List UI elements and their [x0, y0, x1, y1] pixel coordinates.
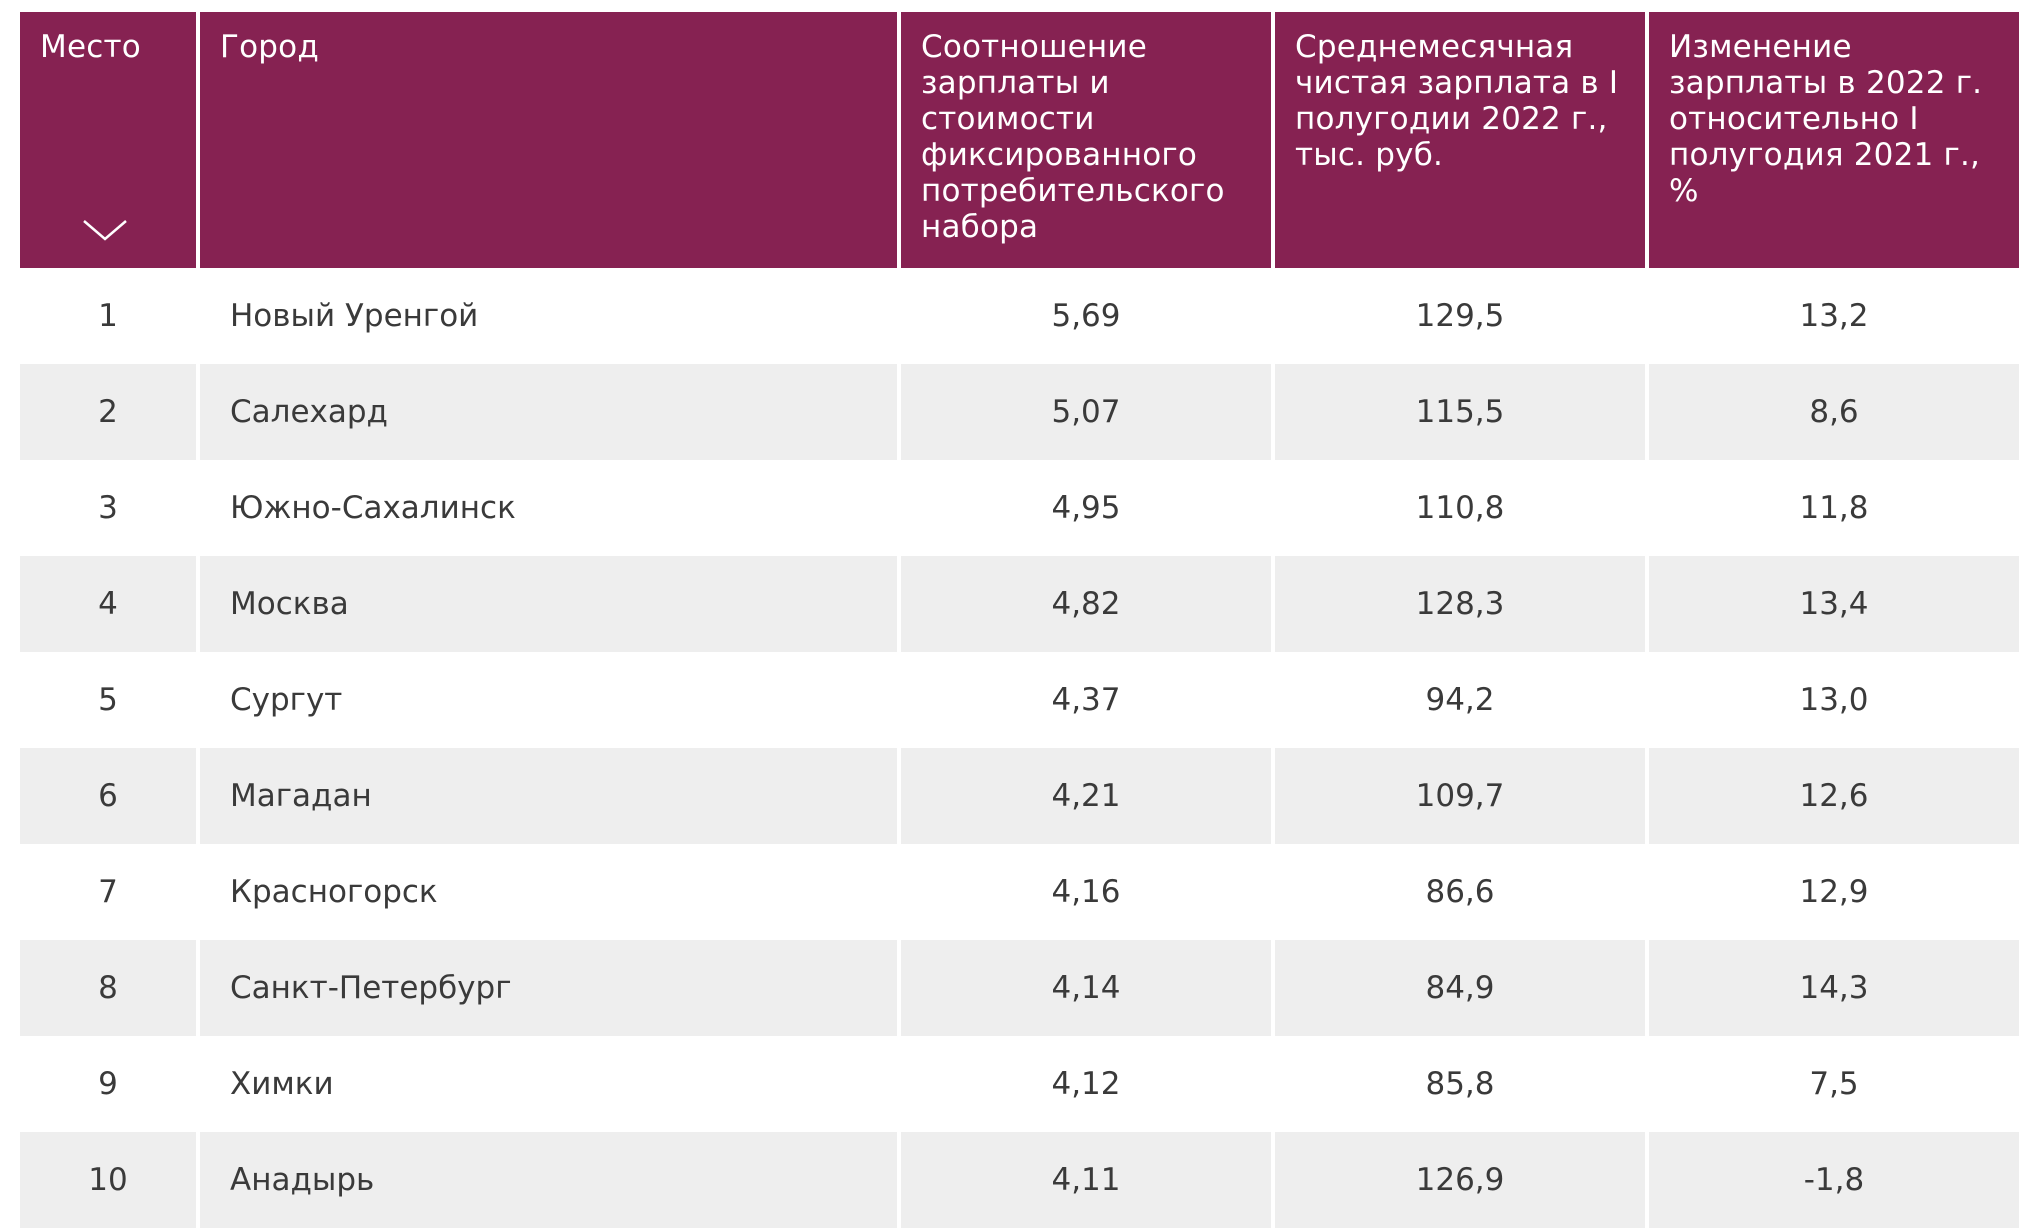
cell-change: 13,2 [1649, 268, 2019, 364]
cell-city: Химки [200, 1036, 897, 1132]
cell-ratio: 4,11 [901, 1132, 1271, 1228]
header-ratio: Соотношение зарплаты и стоимости фиксиро… [901, 12, 1271, 268]
cell-change: 13,4 [1649, 556, 2019, 652]
cell-place: 3 [20, 460, 196, 556]
cell-change: 14,3 [1649, 940, 2019, 1036]
table-row: 3 Южно-Сахалинск 4,95 110,8 11,8 [20, 460, 2019, 556]
header-city-label: Город [220, 29, 319, 65]
cell-city: Красногорск [200, 844, 897, 940]
cell-change: 8,6 [1649, 364, 2019, 460]
cell-salary: 109,7 [1275, 748, 1645, 844]
cell-city: Санкт-Петербург [200, 940, 897, 1036]
cell-place: 2 [20, 364, 196, 460]
header-change-label: Изменение зарплаты в 2022 г. относительн… [1669, 29, 1983, 209]
cell-ratio: 4,82 [901, 556, 1271, 652]
cell-change: 7,5 [1649, 1036, 2019, 1132]
cell-city: Анадырь [200, 1132, 897, 1228]
table-row: 10 Анадырь 4,11 126,9 -1,8 [20, 1132, 2019, 1228]
cell-change: 12,9 [1649, 844, 2019, 940]
cell-place: 1 [20, 268, 196, 364]
table-row: 2 Салехард 5,07 115,5 8,6 [20, 364, 2019, 460]
table-body: 1 Новый Уренгой 5,69 129,5 13,2 2 Салехард 5,07… [20, 268, 2019, 1228]
cell-change: 12,6 [1649, 748, 2019, 844]
cell-change: 11,8 [1649, 460, 2019, 556]
header-salary-label: Среднемесячная чистая зарплата в I полуг… [1295, 29, 1619, 173]
table-row: 1 Новый Уренгой 5,69 129,5 13,2 [20, 268, 2019, 364]
cell-salary: 86,6 [1275, 844, 1645, 940]
table-row: 6 Магадан 4,21 109,7 12,6 [20, 748, 2019, 844]
cell-salary: 110,8 [1275, 460, 1645, 556]
chevron-down-icon[interactable] [82, 218, 128, 242]
table-row: 8 Санкт-Петербург 4,14 84,9 14,3 [20, 940, 2019, 1036]
salary-ranking-table: Место Город Соотношение зарплаты и стоим… [16, 12, 2023, 1228]
header-salary: Среднемесячная чистая зарплата в I полуг… [1275, 12, 1645, 268]
cell-city: Москва [200, 556, 897, 652]
cell-place: 6 [20, 748, 196, 844]
cell-place: 5 [20, 652, 196, 748]
cell-ratio: 4,14 [901, 940, 1271, 1036]
cell-ratio: 4,21 [901, 748, 1271, 844]
cell-ratio: 4,12 [901, 1036, 1271, 1132]
cell-salary: 94,2 [1275, 652, 1645, 748]
header-row: Место Город Соотношение зарплаты и стоим… [20, 12, 2019, 268]
cell-ratio: 5,69 [901, 268, 1271, 364]
cell-salary: 84,9 [1275, 940, 1645, 1036]
cell-change: 13,0 [1649, 652, 2019, 748]
cell-city: Сургут [200, 652, 897, 748]
table-header: Место Город Соотношение зарплаты и стоим… [20, 12, 2019, 268]
table-row: 5 Сургут 4,37 94,2 13,0 [20, 652, 2019, 748]
header-place[interactable]: Место [20, 12, 196, 268]
cell-place: 8 [20, 940, 196, 1036]
cell-ratio: 4,95 [901, 460, 1271, 556]
header-change: Изменение зарплаты в 2022 г. относительн… [1649, 12, 2019, 268]
cell-change: -1,8 [1649, 1132, 2019, 1228]
cell-salary: 115,5 [1275, 364, 1645, 460]
cell-city: Южно-Сахалинск [200, 460, 897, 556]
cell-ratio: 4,37 [901, 652, 1271, 748]
cell-salary: 126,9 [1275, 1132, 1645, 1228]
cell-city: Магадан [200, 748, 897, 844]
cell-ratio: 5,07 [901, 364, 1271, 460]
cell-place: 7 [20, 844, 196, 940]
cell-ratio: 4,16 [901, 844, 1271, 940]
cell-salary: 85,8 [1275, 1036, 1645, 1132]
table-row: 7 Красногорск 4,16 86,6 12,9 [20, 844, 2019, 940]
table-row: 4 Москва 4,82 128,3 13,4 [20, 556, 2019, 652]
table-row: 9 Химки 4,12 85,8 7,5 [20, 1036, 2019, 1132]
ranking-table-wrapper: Место Город Соотношение зарплаты и стоим… [20, 12, 2019, 1228]
cell-city: Новый Уренгой [200, 268, 897, 364]
cell-salary: 129,5 [1275, 268, 1645, 364]
cell-city: Салехард [200, 364, 897, 460]
cell-salary: 128,3 [1275, 556, 1645, 652]
header-city: Город [200, 12, 897, 268]
cell-place: 4 [20, 556, 196, 652]
cell-place: 9 [20, 1036, 196, 1132]
header-place-label: Место [40, 29, 141, 65]
header-ratio-label: Соотношение зарплаты и стоимости фиксиро… [921, 29, 1225, 245]
cell-place: 10 [20, 1132, 196, 1228]
